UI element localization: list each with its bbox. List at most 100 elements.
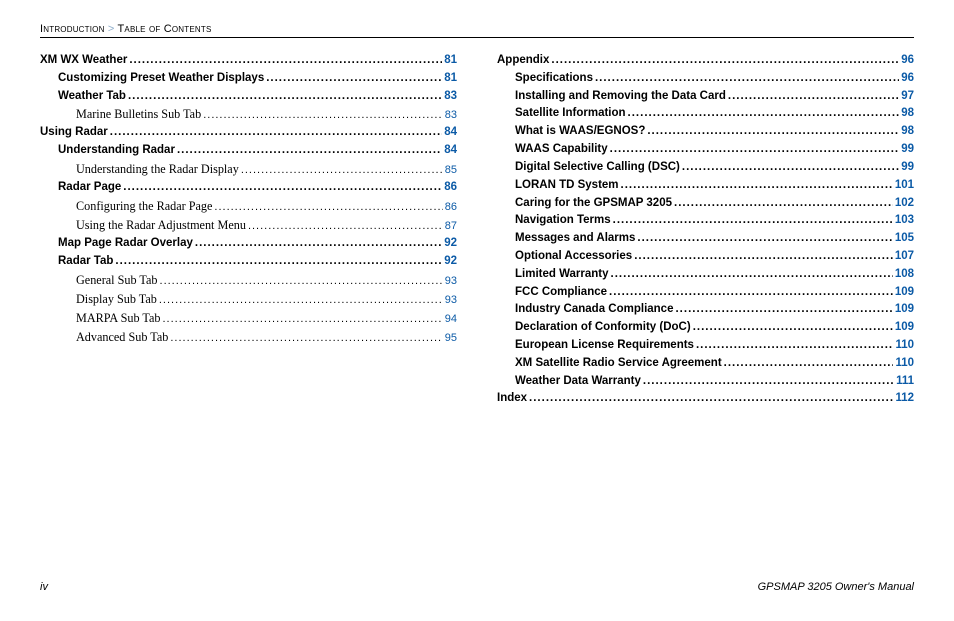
toc-entry-page: 105 — [895, 230, 914, 248]
toc-entry[interactable]: Understanding the Radar Display 85 — [40, 160, 457, 179]
toc-entry[interactable]: Optional Accessories 107 — [497, 248, 914, 266]
toc-entry[interactable]: Appendix 96 — [497, 52, 914, 70]
toc-entry[interactable]: What is WAAS/EGNOS? 98 — [497, 123, 914, 141]
toc-entry-leader-dots — [621, 177, 893, 195]
toc-entry[interactable]: Limited Warranty 108 — [497, 266, 914, 284]
toc-entry-page: 109 — [895, 284, 914, 302]
toc-entry-leader-dots — [634, 248, 893, 266]
toc-entry-label: Customizing Preset Weather Displays — [58, 70, 264, 88]
toc-entry[interactable]: General Sub Tab 93 — [40, 271, 457, 290]
toc-entry-label: Optional Accessories — [515, 248, 632, 266]
toc-entry[interactable]: Using the Radar Adjustment Menu 87 — [40, 216, 457, 235]
toc-entry[interactable]: XM WX Weather 81 — [40, 52, 457, 70]
toc-entry-page: 93 — [445, 292, 457, 309]
toc-entry-page: 112 — [895, 390, 914, 408]
header-separator: > — [108, 23, 115, 35]
toc-entry[interactable]: Messages and Alarms 105 — [497, 230, 914, 248]
toc-entry[interactable]: Declaration of Conformity (DoC) 109 — [497, 319, 914, 337]
toc-entry[interactable]: European License Requirements 110 — [497, 337, 914, 355]
toc-entry-leader-dots — [170, 328, 442, 347]
toc-entry-label: Advanced Sub Tab — [76, 328, 168, 347]
toc-entry-page: 101 — [895, 177, 914, 195]
toc-entry-leader-dots — [214, 197, 442, 216]
toc-entry-page: 85 — [445, 162, 457, 179]
toc-entry[interactable]: XM Satellite Radio Service Agreement 110 — [497, 355, 914, 373]
toc-entry[interactable]: Weather Tab 83 — [40, 88, 457, 106]
toc-entry[interactable]: Map Page Radar Overlay 92 — [40, 235, 457, 253]
toc-entry[interactable]: Industry Canada Compliance 109 — [497, 301, 914, 319]
toc-entry[interactable]: Digital Selective Calling (DSC) 99 — [497, 159, 914, 177]
toc-entry-leader-dots — [241, 160, 443, 179]
toc-entry-page: 103 — [895, 212, 914, 230]
toc-entry-label: XM Satellite Radio Service Agreement — [515, 355, 722, 373]
toc-entry[interactable]: WAAS Capability 99 — [497, 141, 914, 159]
toc-entry-page: 83 — [444, 88, 457, 106]
toc-entry-leader-dots — [674, 195, 893, 213]
toc-entry[interactable]: Caring for the GPSMAP 3205 102 — [497, 195, 914, 213]
toc-column-left: XM WX Weather 81Customizing Preset Weath… — [40, 52, 457, 408]
toc-entry-label: Messages and Alarms — [515, 230, 635, 248]
toc-entry[interactable]: Using Radar 84 — [40, 124, 457, 142]
footer-page-number: iv — [40, 581, 48, 593]
toc-entry-page: 102 — [895, 195, 914, 213]
toc-entry-label: Appendix — [497, 52, 549, 70]
toc-entry[interactable]: Radar Page 86 — [40, 179, 457, 197]
toc-entry[interactable]: Weather Data Warranty 111 — [497, 373, 914, 391]
toc-entry-leader-dots — [728, 88, 899, 106]
toc-entry-label: XM WX Weather — [40, 52, 127, 70]
toc-entry-label: FCC Compliance — [515, 284, 607, 302]
toc-entry[interactable]: Advanced Sub Tab 95 — [40, 328, 457, 347]
toc-entry-leader-dots — [123, 179, 442, 197]
toc-entry[interactable]: LORAN TD System 101 — [497, 177, 914, 195]
toc-entry-page: 110 — [895, 355, 914, 373]
toc-entry-page: 110 — [895, 337, 914, 355]
toc-entry-leader-dots — [613, 212, 893, 230]
toc-entry[interactable]: Radar Tab 92 — [40, 253, 457, 271]
toc-entry-label: European License Requirements — [515, 337, 694, 355]
toc-entry[interactable]: Configuring the Radar Page 86 — [40, 197, 457, 216]
toc-entry[interactable]: Navigation Terms 103 — [497, 212, 914, 230]
toc-entry-page: 96 — [901, 52, 914, 70]
toc-entry[interactable]: Marine Bulletins Sub Tab 83 — [40, 105, 457, 124]
toc-entry[interactable]: Understanding Radar 84 — [40, 142, 457, 160]
toc-entry-page: 94 — [445, 311, 457, 328]
toc-entry-label: Radar Tab — [58, 253, 113, 271]
toc-entry-page: 96 — [901, 70, 914, 88]
toc-entry[interactable]: Index 112 — [497, 390, 914, 408]
toc-entry[interactable]: Specifications 96 — [497, 70, 914, 88]
page-footer: iv GPSMAP 3205 Owner's Manual — [40, 581, 914, 593]
toc-entry-label: Index — [497, 390, 527, 408]
toc-entry[interactable]: Customizing Preset Weather Displays 81 — [40, 70, 457, 88]
toc-entry-page: 86 — [445, 199, 457, 216]
toc-entry[interactable]: Installing and Removing the Data Card 97 — [497, 88, 914, 106]
toc-entry-leader-dots — [115, 253, 442, 271]
toc-entry-page: 95 — [445, 330, 457, 347]
toc-entry-leader-dots — [637, 230, 892, 248]
toc-entry-label: Configuring the Radar Page — [76, 197, 212, 216]
toc-entry-leader-dots — [128, 88, 442, 106]
toc-entry-page: 109 — [895, 301, 914, 319]
toc-entry-leader-dots — [628, 105, 900, 123]
toc-entry-page: 81 — [444, 70, 457, 88]
toc-entry-page: 86 — [444, 179, 457, 197]
toc-entry-leader-dots — [163, 309, 443, 328]
toc-entry-leader-dots — [675, 301, 892, 319]
toc-entry-leader-dots — [195, 235, 442, 253]
toc-entry-leader-dots — [647, 123, 899, 141]
toc-entry[interactable]: MARPA Sub Tab 94 — [40, 309, 457, 328]
toc-entry-leader-dots — [177, 142, 442, 160]
toc-entry-label: Radar Page — [58, 179, 121, 197]
toc-entry-label: Display Sub Tab — [76, 290, 157, 309]
toc-entry-label: Caring for the GPSMAP 3205 — [515, 195, 672, 213]
toc-entry-label: Specifications — [515, 70, 593, 88]
toc-entry[interactable]: Satellite Information 98 — [497, 105, 914, 123]
toc-entry-label: LORAN TD System — [515, 177, 619, 195]
toc-entry-leader-dots — [696, 337, 893, 355]
toc-entry-leader-dots — [529, 390, 893, 408]
toc-entry-leader-dots — [595, 70, 899, 88]
header-left: Introduction — [40, 23, 105, 35]
toc-entry[interactable]: FCC Compliance 109 — [497, 284, 914, 302]
toc-entry-page: 92 — [444, 235, 457, 253]
toc-entry[interactable]: Display Sub Tab 93 — [40, 290, 457, 309]
toc-entry-page: 84 — [444, 142, 457, 160]
